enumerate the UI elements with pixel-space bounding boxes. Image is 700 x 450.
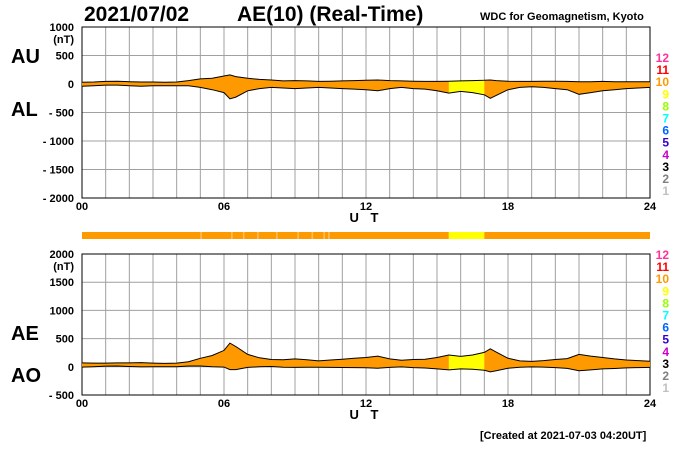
panel2-station-key-11: 11 <box>656 260 669 274</box>
panel2-y-tick-label: 2000 <box>50 249 74 261</box>
panel1-y-tick-label: - 2000 <box>43 193 74 205</box>
panel2-station-key-7: 7 <box>662 309 669 323</box>
panel1-y-unit-label: (nT) <box>53 34 74 46</box>
panel2-series-label-ae: AE <box>11 323 39 345</box>
panel1-y-tick-label: - 500 <box>49 108 74 120</box>
panel2-x-tick-label: 12 <box>360 398 372 410</box>
panel1-envelope-fill <box>82 74 650 99</box>
panel1-x-axis-label: U T <box>350 210 383 225</box>
panel2-y-unit-label: (nT) <box>53 261 74 273</box>
station-bar-mark <box>242 232 245 239</box>
panel1-x-tick-label: 06 <box>218 201 230 213</box>
chart-date: 2021/07/02 <box>84 3 190 26</box>
panel1-x-tick-label: 12 <box>360 201 372 213</box>
panel2-station-key-6: 6 <box>662 321 669 335</box>
panel1-plot-frame <box>81 26 651 199</box>
panel2-series-ao-line <box>81 365 651 373</box>
panel2-y-tick-label: 1500 <box>50 277 74 289</box>
panel1-station-key-2: 2 <box>662 172 669 186</box>
panel2-station-key-4: 4 <box>662 345 669 359</box>
panel1-envelope-fill-yellow <box>448 80 485 95</box>
panel2-plot-frame <box>81 253 651 396</box>
panel1-series-label-au: AU <box>11 46 40 68</box>
station-bar-mark <box>328 232 330 239</box>
panel2-station-key-8: 8 <box>662 296 669 310</box>
panel2-station-key-5: 5 <box>662 333 669 347</box>
station-bar-segment <box>82 232 449 239</box>
panel1-station-key-7: 7 <box>662 112 669 126</box>
station-bar-mark <box>200 232 202 239</box>
panel1-y-tick-label: 0 <box>68 79 74 91</box>
station-bar-mark <box>257 232 259 239</box>
panel2-series-ae-line <box>81 342 651 364</box>
panel1-x-tick-label: 24 <box>644 201 657 213</box>
data-source: WDC for Geomagnetism, Kyoto <box>480 11 644 23</box>
panel2-y-tick-label: 1000 <box>50 305 74 317</box>
panel1-y-tick-label: - 1500 <box>43 165 74 177</box>
panel1-series-au-line <box>81 74 650 83</box>
station-bar-mark <box>323 232 325 239</box>
panel1-series-label-al: AL <box>11 99 38 121</box>
panel1-y-tick-label: - 1000 <box>43 136 74 148</box>
panel1-x-tick-label: 00 <box>76 201 88 213</box>
panel1-series-al-line <box>81 84 651 100</box>
panel1-y-tick-label: 1000 <box>50 22 74 34</box>
panel2-x-tick-label: 06 <box>218 398 230 410</box>
panel2-station-key-12: 12 <box>656 248 670 262</box>
panel1-station-key-11: 11 <box>656 63 669 77</box>
panel2-x-tick-label: 18 <box>502 398 514 410</box>
panel2-y-tick-label: - 500 <box>49 390 74 402</box>
panel2-station-key-1: 1 <box>662 381 669 395</box>
panel1-station-key-4: 4 <box>662 148 669 162</box>
panel2-envelope-fill-yellow <box>448 352 485 371</box>
panel2-y-tick-label: 500 <box>56 334 74 346</box>
panel2-station-key-10: 10 <box>656 272 670 286</box>
station-bar-mark <box>276 232 278 239</box>
panel1-station-key-3: 3 <box>662 160 669 174</box>
station-bar-mark <box>231 232 233 239</box>
panel1-x-tick-label: 18 <box>502 201 514 213</box>
panel2-x-tick-label: 00 <box>76 398 88 410</box>
panel1-station-key-12: 12 <box>656 51 670 65</box>
panel1-station-key-5: 5 <box>662 136 669 150</box>
panel2-x-axis-label: U T <box>350 407 383 422</box>
panel1-station-key-9: 9 <box>662 87 669 101</box>
station-bar-segment <box>484 232 650 239</box>
station-bar-mark <box>311 232 314 239</box>
panel1-station-key-6: 6 <box>662 124 669 138</box>
panel1-station-key-8: 8 <box>662 99 669 113</box>
panel1-station-key-1: 1 <box>662 184 669 198</box>
created-timestamp: [Created at 2021-07-03 04:20UT] <box>480 430 647 442</box>
panel1-y-tick-label: 500 <box>56 51 74 63</box>
panel2-station-key-9: 9 <box>662 284 669 298</box>
panel2-y-tick-label: 0 <box>68 362 74 374</box>
station-bar-mark <box>297 232 299 239</box>
panel2-station-key-2: 2 <box>662 369 669 383</box>
station-bar-segment <box>448 232 485 239</box>
chart-title: AE(10) (Real-Time) <box>237 3 424 26</box>
panel2-series-label-ao: AO <box>11 365 41 387</box>
panel2-station-key-3: 3 <box>662 357 669 371</box>
panel1-station-key-10: 10 <box>656 75 670 89</box>
panel2-x-tick-label: 24 <box>644 398 657 410</box>
